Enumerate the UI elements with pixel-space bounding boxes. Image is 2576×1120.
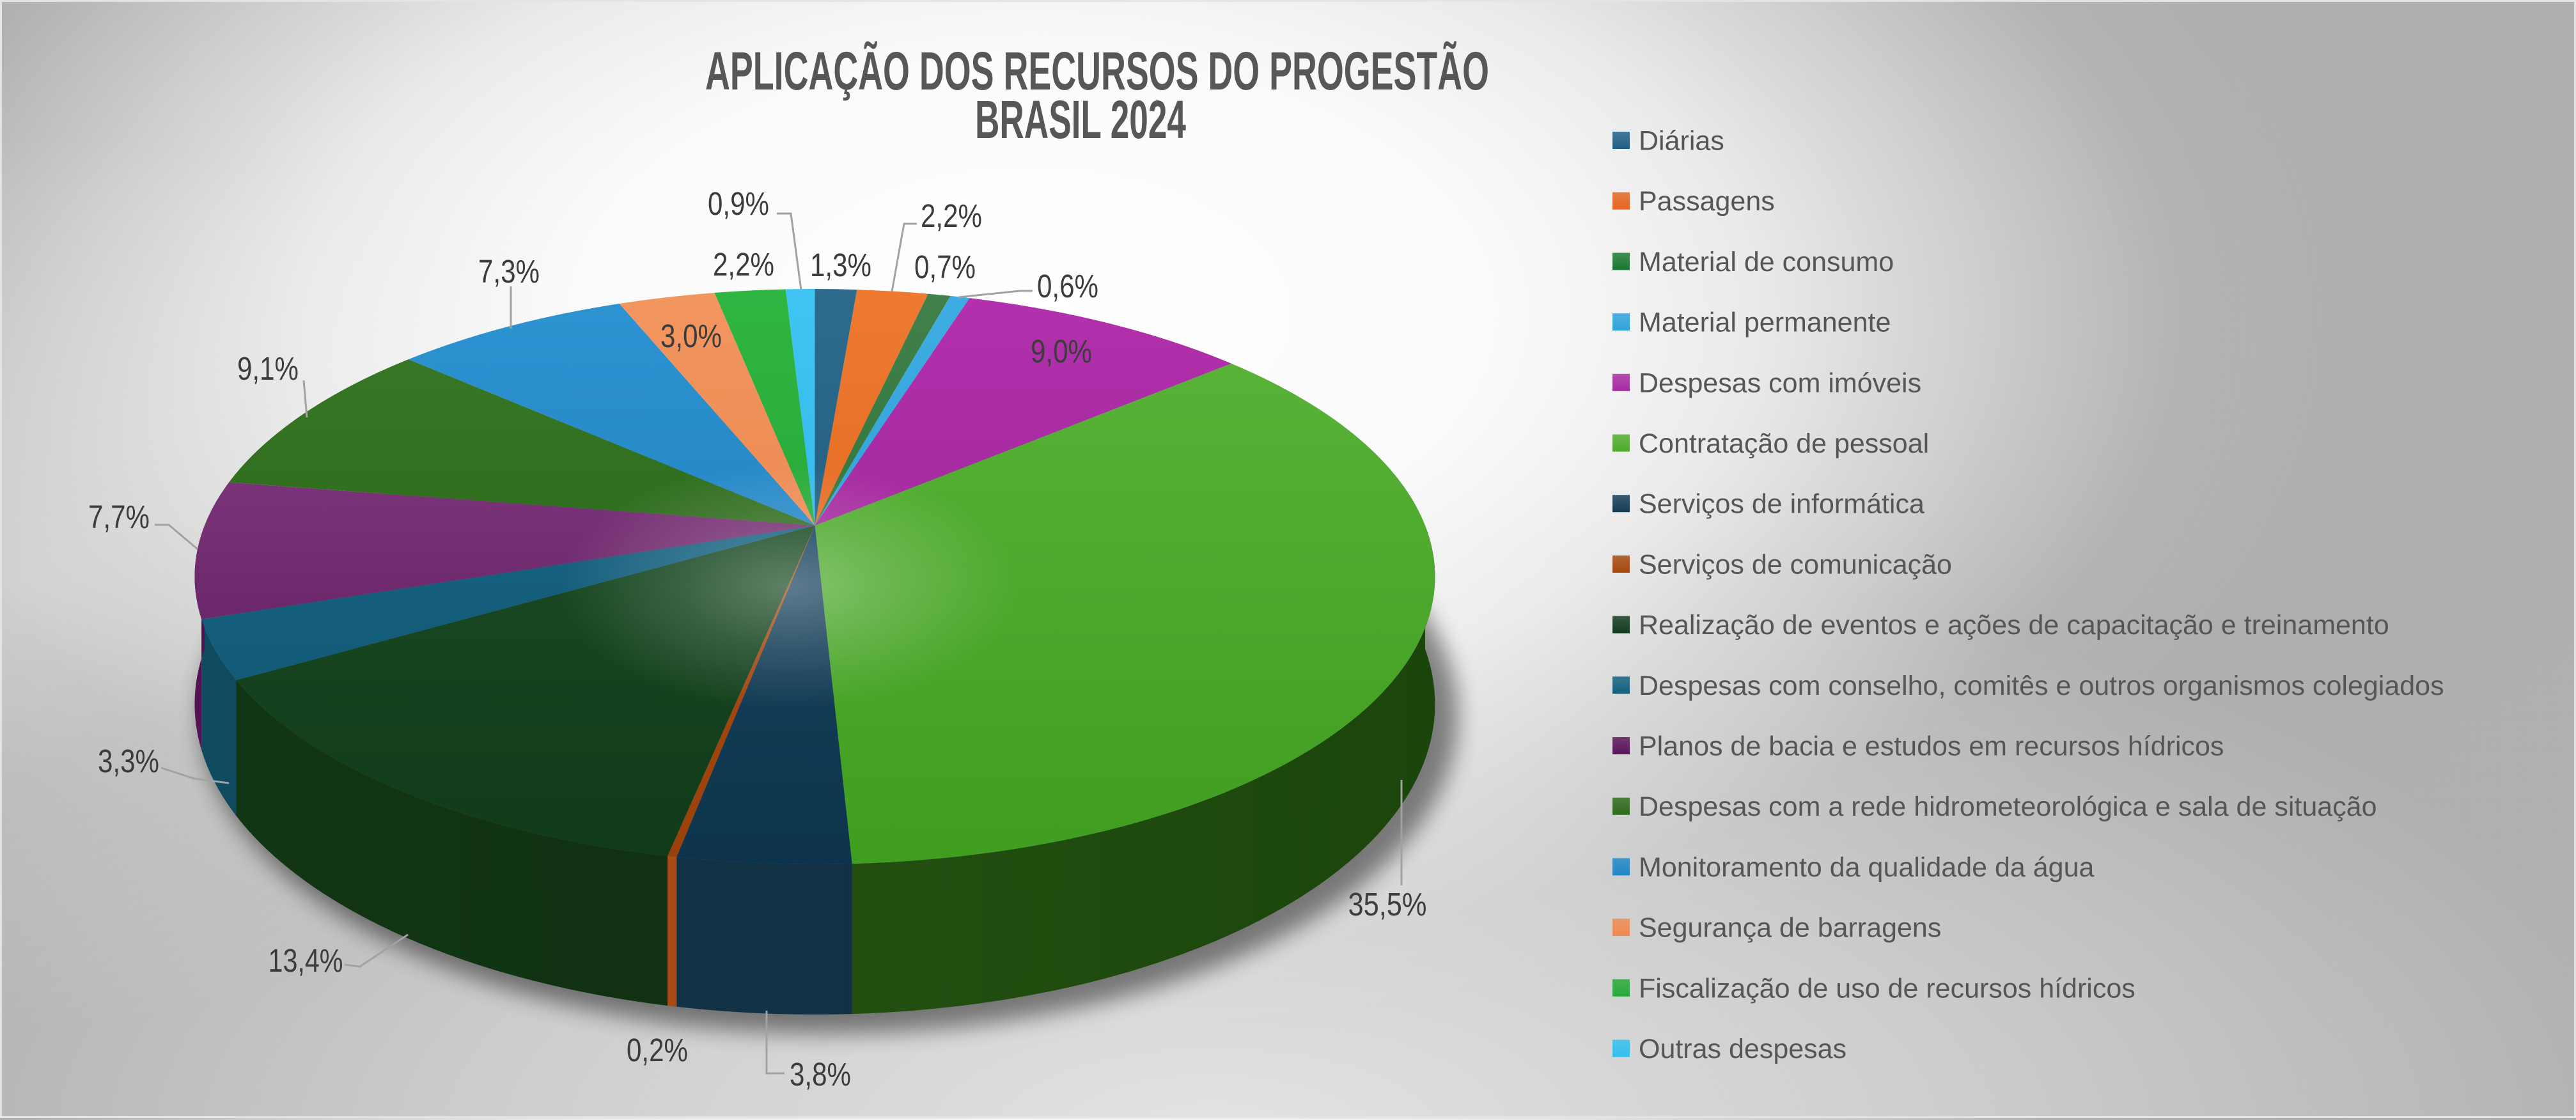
svg-text:Material permanente: Material permanente [1639,307,1891,338]
svg-text:Outras despesas: Outras despesas [1639,1034,1846,1064]
svg-text:Despesas com a rede hidrometeo: Despesas com a rede hidrometeorológica e… [1639,791,2377,822]
svg-text:7,3%: 7,3% [478,253,540,290]
svg-text:3,8%: 3,8% [790,1056,851,1093]
svg-text:Monitoramento da qualidade da: Monitoramento da qualidade da água [1639,852,2095,883]
svg-text:1,3%: 1,3% [810,247,871,283]
svg-text:9,1%: 9,1% [237,350,299,387]
svg-text:Passagens: Passagens [1639,186,1775,217]
svg-text:APLICAÇÃO DOS RECURSOS DO PROG: APLICAÇÃO DOS RECURSOS DO PROGESTÃO [705,41,1489,101]
svg-text:Contratação de pessoal: Contratação de pessoal [1639,428,1929,459]
svg-text:35,5%: 35,5% [1348,886,1427,922]
svg-text:BRASIL 2024: BRASIL 2024 [975,89,1186,150]
svg-text:0,7%: 0,7% [914,249,976,285]
svg-text:2,2%: 2,2% [921,198,982,234]
svg-text:3,0%: 3,0% [660,318,722,354]
svg-text:2,2%: 2,2% [713,246,774,283]
svg-text:0,6%: 0,6% [1037,268,1098,304]
svg-text:Serviços de informática: Serviços de informática [1639,489,1924,520]
svg-text:13,4%: 13,4% [269,942,343,979]
svg-text:0,2%: 0,2% [627,1032,688,1068]
svg-text:Realização de eventos e ações: Realização de eventos e ações de capacit… [1639,610,2389,641]
svg-text:0,9%: 0,9% [708,185,769,222]
svg-text:Fiscalização de uso de recurso: Fiscalização de uso de recursos hídricos [1639,973,2135,1004]
svg-text:Diárias: Diárias [1639,126,1724,157]
svg-text:Despesas com conselho, comitês: Despesas com conselho, comitês e outros … [1639,671,2444,701]
svg-text:Planos de bacia e estudos em r: Planos de bacia e estudos em recursos hí… [1639,731,2224,762]
svg-text:Despesas com imóveis: Despesas com imóveis [1639,368,1921,398]
svg-text:3,3%: 3,3% [98,743,159,779]
svg-text:Segurança de barragens: Segurança de barragens [1639,913,1941,944]
svg-text:9,0%: 9,0% [1031,333,1092,369]
svg-text:Material de consumo: Material de consumo [1639,247,1894,277]
svg-text:7,7%: 7,7% [88,499,150,535]
svg-text:Serviços de comunicação: Serviços de comunicação [1639,549,1952,580]
